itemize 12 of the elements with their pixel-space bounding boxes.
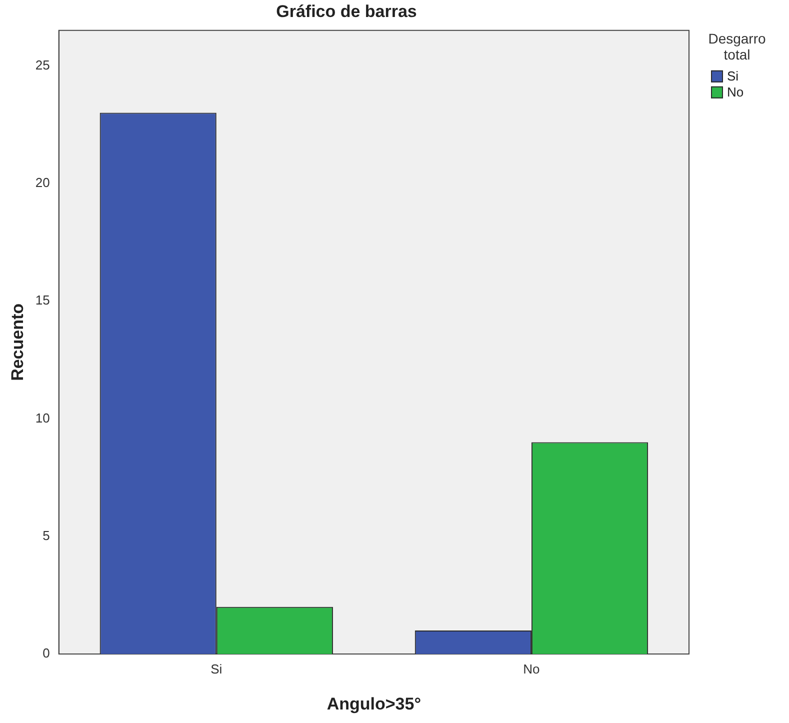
- y-tick-label: 20: [35, 174, 50, 190]
- x-axis-title: Angulo>35°: [326, 694, 422, 714]
- legend-title: Desgarro total: [708, 30, 766, 62]
- y-tick-label: 0: [42, 646, 50, 661]
- legend-label: No: [727, 84, 744, 100]
- y-axis-title: Recuento: [8, 303, 27, 381]
- chart-title: Gráfico de barras: [276, 2, 417, 21]
- y-tick-label: 10: [35, 410, 50, 426]
- y-tick-label: 5: [42, 528, 50, 543]
- legend-label: Si: [727, 68, 739, 84]
- y-tick-label: 25: [35, 57, 50, 72]
- y-tick-label: 15: [35, 292, 50, 308]
